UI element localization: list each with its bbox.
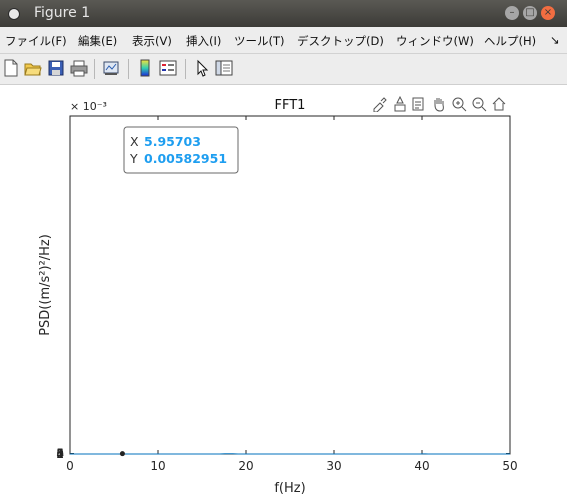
menu-insert[interactable]: 挿入(I) <box>186 34 222 48</box>
insert-legend-icon[interactable] <box>159 59 177 77</box>
y-tick-label: 6 <box>56 447 64 461</box>
x-tick-label: 50 <box>502 459 517 473</box>
brush-icon[interactable] <box>372 96 388 112</box>
window-titlebar: Figure 1 – □ × <box>0 0 567 27</box>
close-icon[interactable]: × <box>541 6 555 20</box>
toolbar-separator <box>185 59 186 79</box>
menu-window[interactable]: ウィンドウ(W) <box>396 34 474 48</box>
datatip-x-label: X <box>130 134 139 149</box>
menu-view[interactable]: 表示(V) <box>132 34 172 48</box>
y-tick-label: 4 <box>56 447 64 461</box>
link-plot-icon[interactable] <box>102 59 120 77</box>
toolbar-separator <box>128 59 129 79</box>
menu-desktop[interactable]: デスクトップ(D) <box>297 34 384 48</box>
y-axis-exponent: × 10⁻³ <box>70 100 107 113</box>
window-title: Figure 1 <box>34 5 91 21</box>
print-icon[interactable] <box>70 59 88 77</box>
new-figure-icon[interactable] <box>2 59 20 77</box>
datatip-x-value: 5.95703 <box>144 134 201 149</box>
menu-tools[interactable]: ツール(T) <box>234 34 285 48</box>
menu-edit[interactable]: 編集(E) <box>78 34 118 48</box>
x-tick-label: 0 <box>66 459 74 473</box>
y-tick-label: 3 <box>56 447 64 461</box>
x-axis-label: f(Hz) <box>274 481 305 496</box>
datatip-y-label: Y <box>129 151 138 166</box>
y-axis-label: PSD((m/s²)²/Hz) <box>38 234 53 336</box>
datatip[interactable]: X 5.95703 Y 0.00582951 <box>123 126 239 174</box>
menubar: ファイル(F) 編集(E) 表示(V) 挿入(I) ツール(T) デスクトップ(… <box>0 27 567 54</box>
y-tick-label: 2 <box>56 447 64 461</box>
datatip-marker[interactable] <box>119 451 125 457</box>
menu-file[interactable]: ファイル(F) <box>5 34 67 48</box>
edit-plot-arrow-icon[interactable] <box>193 59 211 77</box>
menu-overflow-icon[interactable]: ↘ <box>550 33 560 47</box>
x-tick-label: 10 <box>150 459 165 473</box>
y-tick-label: 1 <box>56 447 64 461</box>
x-tick-label: 20 <box>238 459 253 473</box>
chart-title: FFT1 <box>275 98 306 113</box>
figure-toolbar <box>0 54 567 85</box>
save-icon[interactable] <box>47 59 65 77</box>
y-tick-label: 0 <box>56 447 64 461</box>
home-icon[interactable] <box>491 96 507 112</box>
x-tick-label: 30 <box>326 459 341 473</box>
x-tick-label: 40 <box>414 459 429 473</box>
zoom-in-icon[interactable] <box>451 96 467 112</box>
open-file-icon[interactable] <box>24 59 42 77</box>
rotate-icon[interactable] <box>410 96 426 112</box>
data-tips-icon[interactable] <box>392 96 408 112</box>
y-tick-label: 5 <box>56 447 64 461</box>
pan-icon[interactable] <box>431 96 447 112</box>
insert-colorbar-icon[interactable] <box>136 59 154 77</box>
datatip-y-value: 0.00582951 <box>144 151 227 166</box>
zoom-out-icon[interactable] <box>471 96 487 112</box>
window-menu-icon[interactable] <box>8 8 20 20</box>
menu-help[interactable]: ヘルプ(H) <box>484 34 537 48</box>
toolbar-separator <box>94 59 95 79</box>
minimize-icon[interactable]: – <box>505 6 519 20</box>
open-property-inspector-icon[interactable] <box>215 59 233 77</box>
maximize-icon[interactable]: □ <box>523 6 537 20</box>
datatip-panel <box>123 126 239 174</box>
